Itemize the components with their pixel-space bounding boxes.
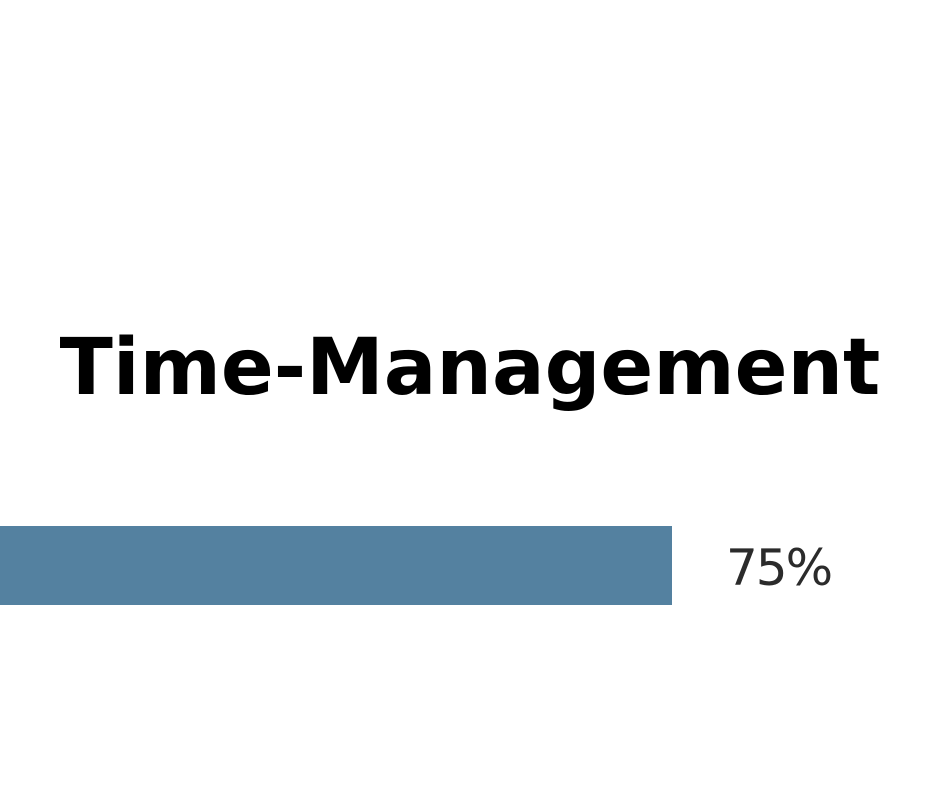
progress-percent-label: 75%: [726, 539, 833, 597]
progress-bar: [0, 526, 896, 605]
progress-bar-fill: [0, 526, 672, 605]
skill-title: Time-Management: [59, 323, 881, 413]
